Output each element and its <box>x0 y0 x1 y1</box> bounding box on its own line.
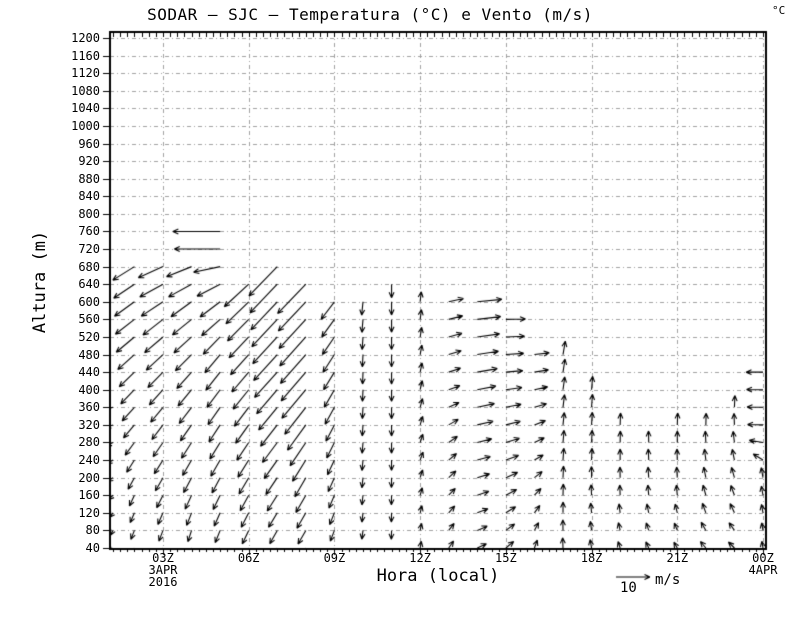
x-tick-time: 03Z <box>152 551 174 565</box>
x-tick-label: 21Z <box>647 552 707 564</box>
x-tick-label: 15Z <box>476 552 536 564</box>
y-tick-label: 120 <box>78 505 100 520</box>
y-tick-label: 1080 <box>71 83 100 98</box>
y-tick-label: 1200 <box>71 31 100 45</box>
x-tick-time: 15Z <box>495 551 517 565</box>
x-tick-time: 00Z <box>752 551 774 565</box>
x-tick-date: 2016 <box>148 575 178 589</box>
y-tick-label: 600 <box>78 294 100 309</box>
wind-scale-value: 10 <box>620 580 637 596</box>
y-tick-label: 1120 <box>71 66 100 81</box>
y-tick-label: 800 <box>78 206 100 221</box>
y-tick-label: 880 <box>78 171 100 186</box>
y-tick-label: 200 <box>78 470 100 485</box>
y-tick-label: 400 <box>78 382 100 397</box>
y-tick-label: 480 <box>78 347 100 362</box>
x-tick-time: 06Z <box>237 551 260 565</box>
y-tick-label: 240 <box>78 453 100 468</box>
x-axis-title: Hora (local) <box>376 566 500 586</box>
y-tick-label: 160 <box>78 488 100 503</box>
chart-title: SODAR – SJC – Temperatura (°C) e Vento (… <box>147 5 593 24</box>
temperature-unit-label: °C <box>772 4 786 17</box>
x-tick-date: 4APR <box>748 563 778 577</box>
y-axis-title: Altura (m) <box>30 230 50 334</box>
x-tick-label: 03Z 3APR 2016 <box>133 552 193 588</box>
y-tick-label: 440 <box>78 365 100 380</box>
x-tick-label: 12Z <box>390 552 450 564</box>
y-tick-label: 1040 <box>71 101 100 116</box>
y-tick-label: 1000 <box>71 118 100 133</box>
y-tick-label: 320 <box>78 417 100 432</box>
y-tick-label: 760 <box>78 224 100 239</box>
wind-scale-unit: m/s <box>655 572 681 588</box>
x-tick-date: 3APR <box>148 563 178 577</box>
y-tick-label: 360 <box>78 400 100 415</box>
y-tick-label: 680 <box>78 259 100 274</box>
y-tick-label: 40 <box>85 541 100 555</box>
x-tick-label: 09Z <box>304 552 364 564</box>
x-tick-label: 18Z <box>562 552 622 564</box>
y-tick-label: 520 <box>78 329 100 344</box>
x-tick-time: 09Z <box>323 551 346 565</box>
y-tick-label: 720 <box>78 242 100 257</box>
x-tick-label: 06Z <box>219 552 279 564</box>
y-tick-label: 960 <box>78 136 100 151</box>
y-tick-label: 80 <box>85 523 100 538</box>
x-tick-time: 12Z <box>409 551 431 565</box>
x-tick-time: 21Z <box>666 551 689 565</box>
y-tick-label: 560 <box>78 312 100 327</box>
y-tick-label: 920 <box>78 154 100 169</box>
y-tick-label: 640 <box>78 277 100 292</box>
y-tick-label: 840 <box>78 189 100 204</box>
y-tick-label: 280 <box>78 435 100 450</box>
x-tick-label: 00Z 4APR <box>733 552 793 576</box>
x-tick-time: 18Z <box>580 551 603 565</box>
y-tick-label: 1160 <box>71 48 100 63</box>
